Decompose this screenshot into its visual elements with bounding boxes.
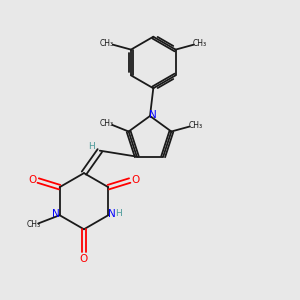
Text: H: H	[88, 142, 95, 151]
Text: O: O	[80, 254, 88, 264]
Text: N: N	[52, 209, 60, 219]
Text: CH₃: CH₃	[100, 39, 114, 48]
Text: N: N	[108, 209, 116, 219]
Text: O: O	[131, 175, 140, 184]
Text: CH₃: CH₃	[188, 121, 203, 130]
Text: O: O	[28, 175, 36, 184]
Text: N: N	[149, 110, 157, 120]
Text: CH₃: CH₃	[26, 220, 40, 229]
Text: CH₃: CH₃	[193, 39, 207, 48]
Text: H: H	[116, 209, 122, 218]
Text: CH₃: CH₃	[100, 119, 114, 128]
